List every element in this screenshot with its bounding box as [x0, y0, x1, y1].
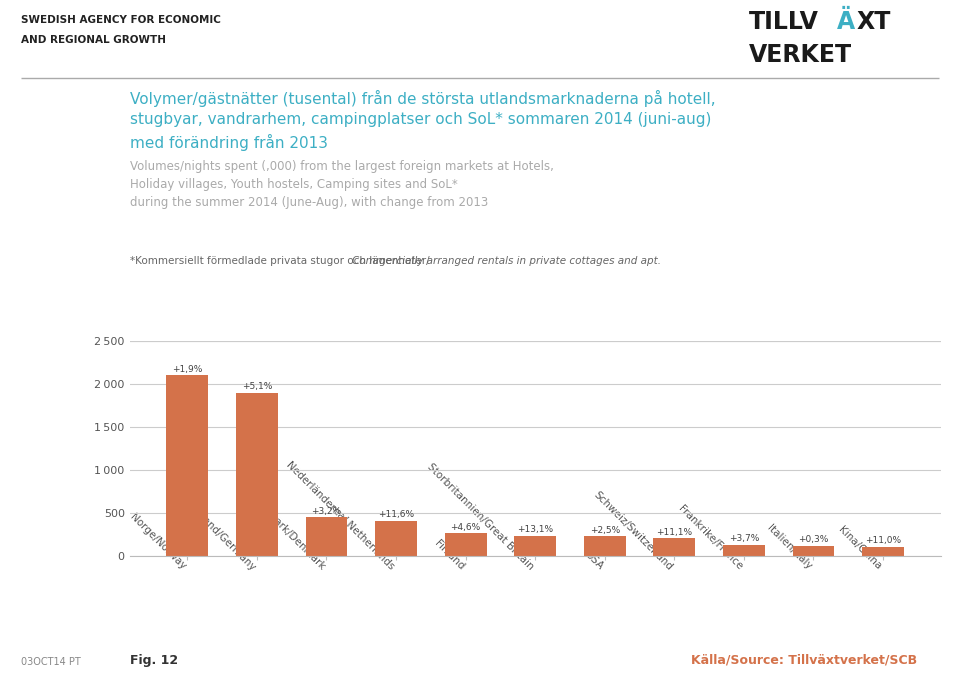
Text: Volumes/nights spent (,000) from the largest foreign markets at Hotels,
Holiday : Volumes/nights spent (,000) from the lar…: [130, 160, 554, 209]
Text: +1,9%: +1,9%: [172, 365, 203, 374]
Text: SWEDISH AGENCY FOR ECONOMIC: SWEDISH AGENCY FOR ECONOMIC: [21, 15, 221, 25]
Text: +11,1%: +11,1%: [657, 528, 692, 537]
Text: *Kommersiellt förmedlade privata stugor och lägenheter/: *Kommersiellt förmedlade privata stugor …: [130, 256, 429, 266]
Text: XT: XT: [856, 10, 891, 34]
Text: +11,0%: +11,0%: [865, 536, 901, 546]
Text: +13,1%: +13,1%: [517, 525, 553, 534]
Bar: [444, 533, 487, 556]
Bar: [654, 538, 695, 556]
Text: +2,5%: +2,5%: [589, 526, 620, 535]
Bar: [305, 517, 348, 556]
Bar: [515, 535, 556, 556]
Text: TILLV: TILLV: [749, 10, 819, 34]
Text: +11,6%: +11,6%: [378, 510, 414, 519]
Bar: [793, 546, 834, 556]
Bar: [862, 547, 904, 556]
Bar: [236, 393, 277, 556]
Text: +4,6%: +4,6%: [450, 523, 481, 532]
Text: Commercially arranged rentals in private cottages and apt.: Commercially arranged rentals in private…: [352, 256, 661, 266]
Text: +0,3%: +0,3%: [799, 535, 828, 544]
Bar: [584, 537, 626, 556]
Text: AND REGIONAL GROWTH: AND REGIONAL GROWTH: [21, 35, 166, 46]
Text: VERKET: VERKET: [749, 43, 852, 67]
Text: 03OCT14 PT: 03OCT14 PT: [21, 657, 81, 667]
Text: +5,1%: +5,1%: [242, 382, 272, 391]
Text: Ä: Ä: [837, 10, 855, 34]
Bar: [375, 520, 417, 556]
Bar: [723, 545, 765, 556]
Text: Volymer/gästnätter (tusental) från de största utlandsmarknaderna på hotell,
stug: Volymer/gästnätter (tusental) från de st…: [130, 90, 715, 151]
Text: Källa/Source: Tillväxtverket/SCB: Källa/Source: Tillväxtverket/SCB: [691, 654, 918, 667]
Text: +3,7%: +3,7%: [729, 534, 759, 543]
Text: +3,2%: +3,2%: [311, 507, 342, 516]
Bar: [166, 375, 208, 556]
Text: Fig. 12: Fig. 12: [130, 654, 178, 667]
